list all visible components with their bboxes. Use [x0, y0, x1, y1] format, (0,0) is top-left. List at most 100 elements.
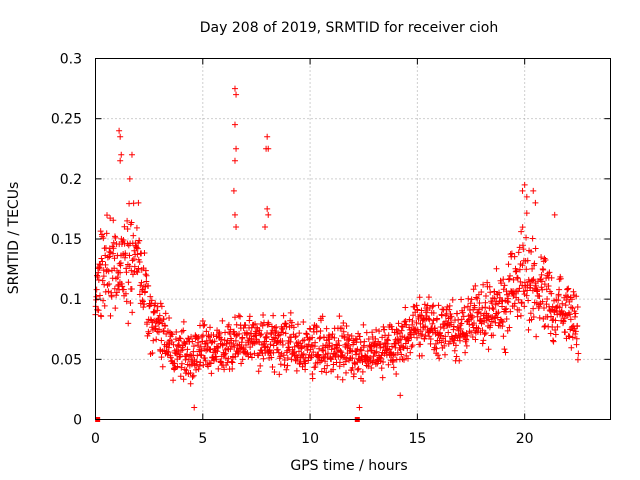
data-point: [130, 256, 137, 263]
data-point: [299, 337, 306, 344]
data-point: [280, 352, 287, 359]
data-point: [527, 310, 534, 317]
data-point: [158, 354, 165, 361]
data-point: [125, 279, 132, 286]
data-point: [126, 263, 133, 270]
data-point: [529, 235, 536, 242]
data-point: [434, 315, 441, 322]
data-point: [141, 301, 148, 308]
data-point: [402, 318, 409, 325]
data-point: [446, 302, 453, 309]
y-tick-label: 0.3: [60, 52, 82, 68]
data-point: [190, 372, 197, 379]
data-point: [545, 283, 552, 290]
data-point: [430, 309, 437, 316]
data-point: [260, 355, 267, 362]
data-point: [207, 360, 214, 367]
data-point: [503, 305, 510, 312]
data-point: [430, 302, 437, 309]
data-point: [360, 378, 367, 385]
data-point: [139, 298, 146, 305]
data-point: [319, 313, 326, 320]
data-point: [385, 332, 392, 339]
data-point: [324, 343, 331, 350]
data-point: [539, 298, 546, 305]
data-point: [288, 319, 295, 326]
data-point: [432, 340, 439, 347]
data-point: [420, 324, 427, 331]
data-point: [531, 260, 538, 267]
data-point: [453, 353, 460, 360]
data-point: [277, 361, 284, 368]
data-point: [394, 330, 401, 337]
data-point: [498, 317, 505, 324]
data-point: [246, 317, 253, 324]
data-point: [515, 296, 522, 303]
data-point: [130, 232, 137, 239]
data-point: [294, 354, 301, 361]
data-point: [247, 351, 254, 358]
data-point: [428, 326, 435, 333]
data-point: [573, 293, 580, 300]
data-point: [298, 344, 305, 351]
data-point: [223, 340, 230, 347]
data-point: [500, 276, 507, 283]
data-point: [148, 300, 155, 307]
data-point: [429, 303, 436, 310]
data-point: [434, 352, 441, 359]
data-point: [287, 338, 294, 345]
data-point: [281, 356, 288, 363]
data-point: [274, 346, 281, 353]
data-point: [449, 296, 456, 303]
data-point: [410, 312, 417, 319]
data-point: [523, 292, 530, 299]
data-point: [516, 266, 523, 273]
data-point: [377, 341, 384, 348]
data-point: [566, 298, 573, 305]
data-point: [291, 343, 298, 350]
data-point: [572, 310, 579, 317]
data-point: [564, 286, 571, 293]
y-axis-label: SRMTID / TECUs: [6, 182, 22, 295]
data-point: [482, 330, 489, 337]
data-point: [126, 252, 133, 259]
data-point: [142, 267, 149, 274]
data-point: [95, 276, 102, 283]
data-point: [426, 316, 433, 323]
data-point: [519, 224, 526, 231]
data-point: [373, 342, 380, 349]
data-point: [487, 322, 494, 329]
data-point: [402, 304, 409, 311]
data-point: [134, 245, 141, 252]
data-point: [200, 332, 207, 339]
data-point: [127, 300, 134, 307]
data-point: [290, 324, 297, 331]
data-point: [482, 292, 489, 299]
data-point: [426, 305, 433, 312]
data-point: [233, 145, 240, 152]
data-point: [419, 331, 426, 338]
data-point: [180, 327, 187, 334]
data-point: [398, 351, 405, 358]
data-point: [546, 269, 553, 276]
data-point: [373, 348, 380, 355]
data-point: [282, 330, 289, 337]
data-point: [498, 280, 505, 287]
data-point: [257, 362, 264, 369]
data-point: [313, 324, 320, 331]
data-point: [536, 303, 543, 310]
data-point: [215, 365, 222, 372]
data-point: [386, 346, 393, 353]
data-point: [390, 364, 397, 371]
data-point: [288, 356, 295, 363]
data-point: [518, 228, 525, 235]
data-point: [491, 288, 498, 295]
data-point: [479, 304, 486, 311]
data-point: [231, 157, 238, 164]
data-point: [542, 256, 549, 263]
data-point: [156, 326, 163, 333]
data-point: [117, 157, 124, 164]
data-point: [463, 342, 470, 349]
data-point: [467, 300, 474, 307]
data-point: [527, 282, 534, 289]
